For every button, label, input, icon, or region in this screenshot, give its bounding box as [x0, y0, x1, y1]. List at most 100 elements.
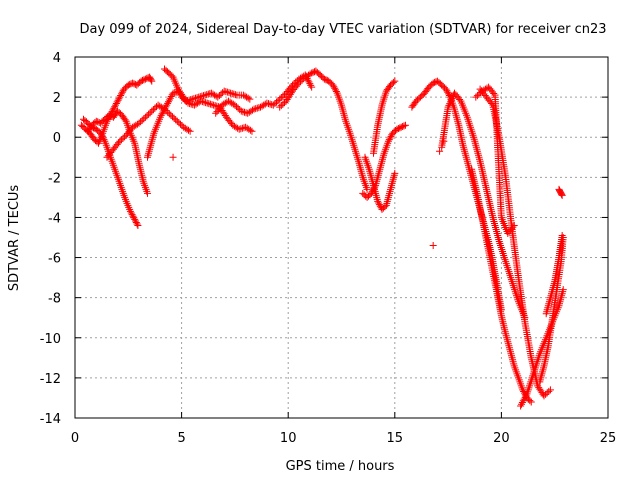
data-point	[114, 96, 122, 104]
data-point	[119, 134, 127, 142]
data-point	[117, 136, 125, 144]
data-point	[134, 221, 142, 229]
data-point	[447, 98, 454, 106]
data-point	[521, 393, 529, 401]
data-point	[164, 99, 172, 107]
data-point	[237, 107, 245, 115]
data-point	[109, 106, 117, 114]
data-point	[129, 212, 137, 220]
data-point	[178, 93, 186, 101]
data-point	[163, 101, 171, 109]
data-point	[274, 97, 282, 105]
data-point	[156, 113, 164, 121]
data-point	[472, 93, 480, 101]
data-points	[77, 65, 567, 410]
data-point	[432, 78, 440, 86]
series-s5	[144, 87, 254, 161]
data-point	[559, 286, 567, 294]
data-point	[135, 119, 143, 127]
data-point	[147, 76, 155, 84]
data-point	[92, 117, 100, 125]
data-point	[446, 100, 454, 108]
data-point	[389, 78, 397, 86]
y-axis-label: SDTVAR / TECUs	[7, 185, 22, 292]
data-point	[113, 98, 121, 106]
data-point	[387, 132, 395, 140]
series-s8	[276, 67, 371, 193]
data-point	[167, 111, 175, 119]
data-point	[509, 223, 517, 231]
data-point	[393, 125, 401, 133]
data-point	[143, 189, 151, 197]
data-point	[517, 402, 525, 410]
data-point	[443, 87, 451, 95]
series-s10	[361, 153, 399, 213]
y-tick-label: -8	[48, 292, 61, 307]
data-point	[540, 392, 548, 400]
y-tick-label: 2	[53, 91, 61, 106]
y-tick-label: -2	[48, 171, 61, 186]
data-point	[306, 70, 314, 78]
data-point	[140, 76, 148, 84]
data-point	[112, 101, 119, 109]
data-point	[179, 95, 187, 103]
series-s2	[80, 115, 142, 229]
data-point	[447, 96, 455, 104]
tick-labels: 0 5 10 15 20 25 -14 -12 -10 -8 -6 -4 -2 0 2 4	[40, 51, 617, 446]
data-point	[173, 117, 181, 125]
data-point	[231, 101, 239, 109]
data-point	[170, 114, 178, 122]
data-point	[401, 121, 409, 129]
data-point	[445, 101, 453, 109]
data-point	[330, 83, 338, 91]
data-point	[518, 400, 525, 408]
data-point	[391, 169, 399, 177]
data-point	[115, 139, 122, 147]
data-point	[546, 386, 554, 394]
data-point	[158, 110, 166, 118]
data-point	[542, 390, 550, 398]
data-point	[145, 110, 153, 118]
data-point	[132, 219, 140, 226]
data-point	[363, 185, 371, 193]
data-point	[518, 399, 526, 406]
data-point	[448, 94, 456, 102]
series-s14	[468, 165, 535, 406]
data-point	[545, 387, 553, 395]
data-point	[526, 397, 534, 405]
series-s3	[84, 107, 151, 197]
series-s19	[542, 231, 566, 318]
data-point	[386, 134, 394, 142]
data-point	[177, 120, 184, 128]
data-point	[277, 94, 285, 102]
data-point	[185, 126, 192, 134]
data-point	[133, 220, 141, 228]
data-point	[558, 190, 566, 198]
x-tick-label: 25	[600, 431, 617, 446]
data-point	[510, 221, 518, 229]
y-tick-label: -6	[48, 252, 61, 267]
data-point	[475, 90, 483, 98]
data-point	[522, 392, 530, 400]
data-point	[391, 77, 399, 85]
data-point	[305, 78, 313, 86]
data-point	[186, 127, 194, 135]
x-tick-label: 10	[280, 431, 297, 446]
data-point	[246, 95, 254, 103]
data-point	[436, 147, 444, 155]
y-tick-label: -12	[40, 372, 61, 387]
x-tick-label: 15	[387, 431, 404, 446]
data-point	[165, 98, 172, 106]
data-point	[132, 217, 139, 225]
x-tick-label: 0	[71, 431, 79, 446]
data-point	[126, 207, 134, 215]
data-point	[162, 103, 170, 111]
data-point	[116, 93, 124, 101]
y-tick-label: 4	[53, 51, 61, 66]
data-point	[117, 92, 125, 99]
data-point	[320, 75, 328, 83]
data-point	[130, 214, 138, 222]
data-point	[279, 92, 287, 100]
data-point	[307, 81, 315, 89]
